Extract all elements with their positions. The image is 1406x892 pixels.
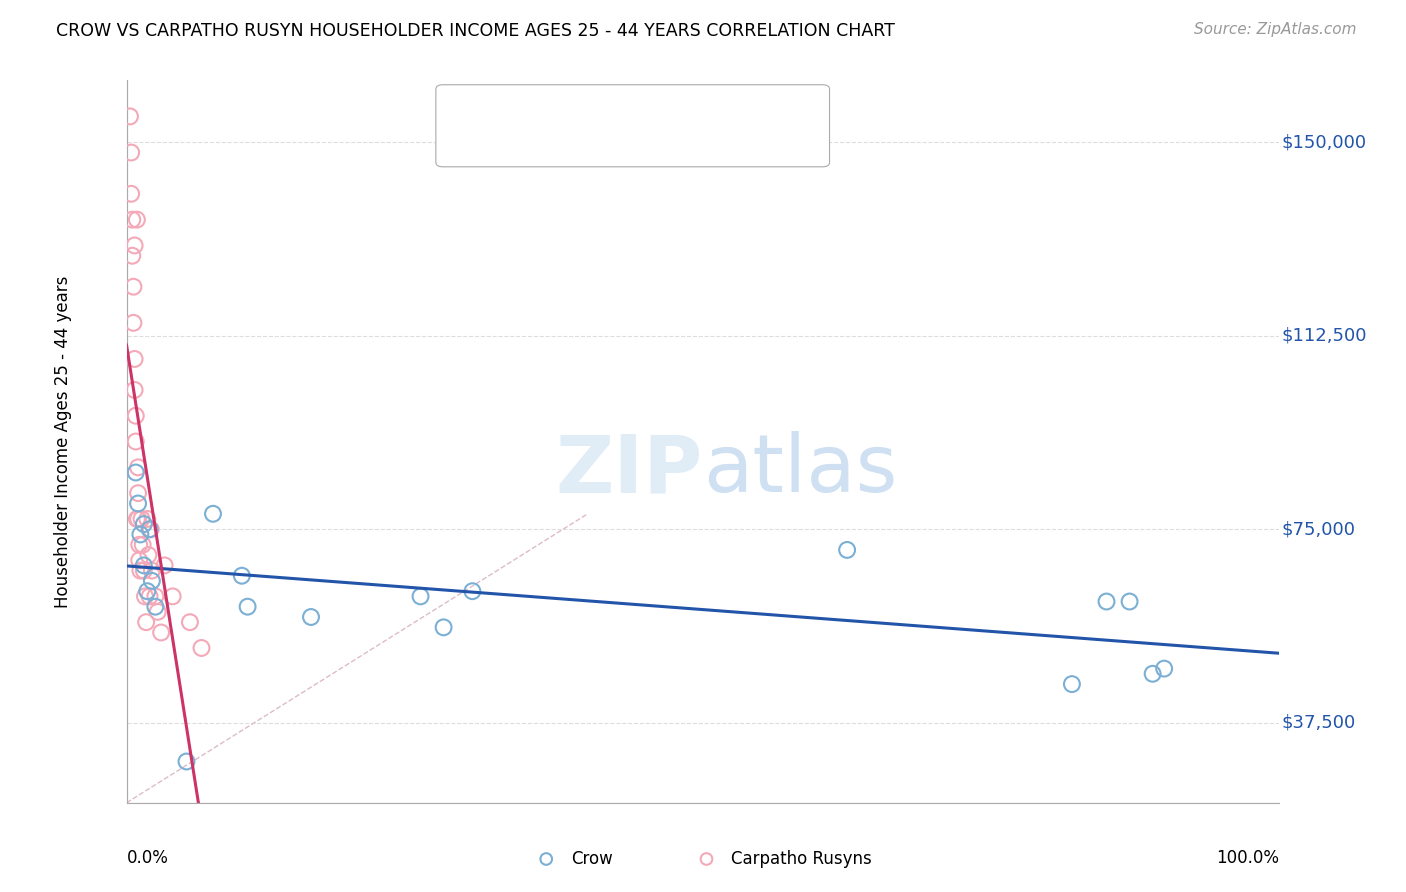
Point [124,238,146,252]
Point [131,538,153,552]
Point [132,517,155,532]
Point [120,145,142,160]
Point [129,564,152,578]
Point [1142,666,1164,681]
Text: Householder Income Ages 25 - 44 years: Householder Income Ages 25 - 44 years [53,276,72,607]
Point [120,186,142,201]
Point [179,615,201,630]
Text: $75,000: $75,000 [1282,520,1355,538]
Point [146,605,169,619]
Point [236,599,259,614]
Point [135,615,157,630]
Point [202,507,225,521]
Text: R =: R = [488,137,527,155]
Text: 23: 23 [685,106,710,124]
Point [125,434,148,449]
Point [136,584,159,599]
Point [131,512,153,526]
Text: $150,000: $150,000 [1282,133,1367,152]
Point [132,564,155,578]
Point [456,100,478,114]
Point [433,620,456,634]
Point [456,135,478,149]
Point [1153,662,1175,676]
Point [139,522,162,536]
Point [127,460,149,475]
Point [134,590,156,604]
Text: Carpatho Rusyns: Carpatho Rusyns [731,850,872,868]
Text: 100.0%: 100.0% [1216,849,1279,867]
Text: $37,500: $37,500 [1282,714,1355,731]
Text: N =: N = [640,137,679,155]
Point [231,568,253,582]
Point [299,610,322,624]
Point [122,279,145,293]
Point [121,212,143,227]
Point [121,249,143,263]
Text: N =: N = [640,106,679,124]
Text: Source: ZipAtlas.com: Source: ZipAtlas.com [1194,22,1357,37]
Point [138,548,160,562]
Point [835,542,858,557]
Point [124,383,146,397]
Point [125,212,148,227]
Point [127,486,149,500]
Point [150,625,173,640]
Point [1060,677,1083,691]
Point [138,522,160,536]
Point [1118,594,1140,608]
Point [127,496,149,510]
Point [125,409,148,423]
Text: atlas: atlas [703,432,897,509]
Point [118,109,141,123]
Point [145,590,166,604]
Text: -0.496: -0.496 [533,106,598,124]
Point [162,590,184,604]
Point [124,351,146,366]
Point [128,553,150,567]
Text: $112,500: $112,500 [1282,326,1367,344]
Point [141,574,163,588]
Point [461,584,484,599]
Text: R =: R = [488,106,527,124]
Point [190,640,212,655]
Point [696,852,718,866]
Text: CROW VS CARPATHO RUSYN HOUSEHOLDER INCOME AGES 25 - 44 YEARS CORRELATION CHART: CROW VS CARPATHO RUSYN HOUSEHOLDER INCOM… [56,22,896,40]
Point [132,558,155,573]
Point [136,512,159,526]
Point [128,538,150,552]
Point [1095,594,1118,608]
Point [534,852,557,866]
Point [127,512,149,526]
Text: 37: 37 [685,137,710,155]
Point [138,590,160,604]
Text: 0.0%: 0.0% [127,849,169,867]
Point [153,558,176,573]
Point [125,512,148,526]
Point [122,316,145,330]
Point [176,755,198,769]
Text: ZIP: ZIP [555,432,703,509]
Point [125,466,148,480]
Point [129,527,152,541]
Text: Crow: Crow [571,850,613,868]
Point [141,564,163,578]
Text: 0.060: 0.060 [533,137,589,155]
Point [145,599,166,614]
Point [409,590,432,604]
